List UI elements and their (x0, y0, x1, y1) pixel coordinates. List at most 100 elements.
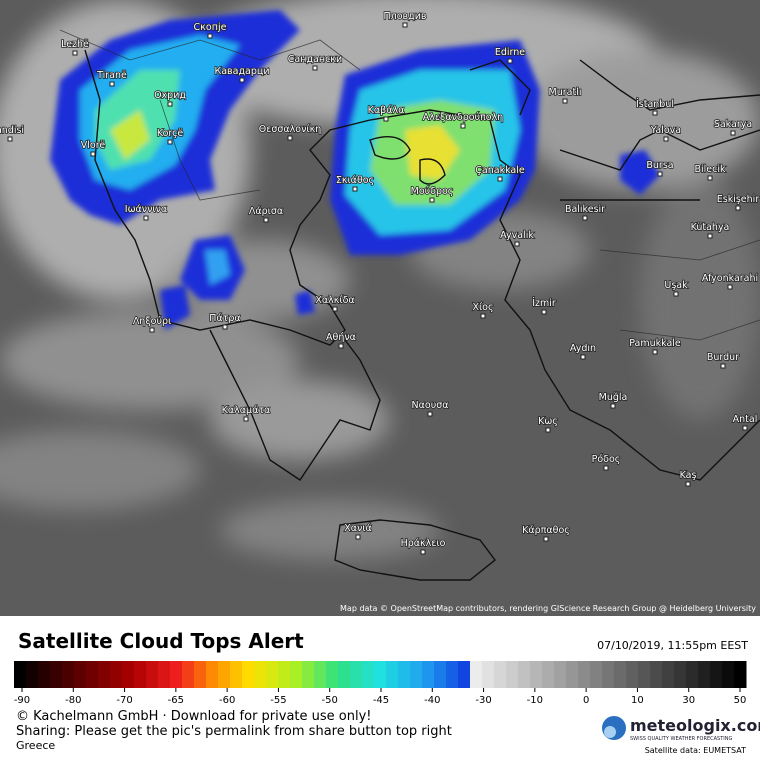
city-label: Сандански (288, 54, 342, 65)
city-label: Кавадарци (214, 66, 269, 77)
city-dot (402, 22, 408, 28)
color-swatch (14, 661, 27, 688)
city-dot (673, 291, 679, 297)
city-dot (582, 215, 588, 221)
color-swatch (122, 661, 135, 688)
city-dot (720, 363, 726, 369)
color-swatch (374, 661, 387, 688)
color-swatch (194, 661, 207, 688)
city-label: Çanakkale (475, 165, 525, 176)
city-dot (143, 215, 149, 221)
copyright: © Kachelmann GmbH · Download for private… (16, 709, 372, 724)
color-swatch (458, 661, 471, 688)
city-label: Ιωάννινα (125, 204, 167, 215)
city-label: andisi (0, 125, 24, 136)
legend-title: Satellite Cloud Tops Alert (18, 629, 304, 653)
city-label: Ηράκλειο (401, 538, 446, 549)
city-label: Sakarya (714, 119, 752, 130)
city-label: İzmir (532, 298, 556, 309)
color-swatch (602, 661, 615, 688)
city-label: Σκιάθος (336, 175, 374, 186)
city-dot (338, 343, 344, 349)
color-swatch (710, 661, 723, 688)
tick-label: -40 (424, 695, 440, 706)
city-label: Vlorë (81, 140, 106, 151)
city-label: Κάρπαθος (522, 525, 570, 536)
city-label: Ρόδος (592, 454, 621, 465)
tick-label: 10 (631, 695, 644, 706)
city-dot (663, 136, 669, 142)
city-dot (657, 171, 663, 177)
color-swatch (650, 661, 663, 688)
city-dot (167, 139, 173, 145)
color-bar (14, 661, 747, 688)
data-source: Satellite data: EUMETSAT (645, 746, 746, 755)
color-swatch (614, 661, 627, 688)
tick-label: -80 (65, 695, 81, 706)
city-dot (707, 175, 713, 181)
region: Greece (16, 739, 55, 752)
city-dot (562, 98, 568, 104)
city-dot (72, 50, 78, 56)
logo: meteologix.com SWISS QUALITY WEATHER FOR… (602, 716, 760, 742)
city-dot (545, 427, 551, 433)
color-swatch (146, 661, 159, 688)
city-label: Χαλκίδα (315, 295, 354, 306)
color-swatch (554, 661, 567, 688)
city-label: Afyonkarahi (702, 273, 758, 284)
city-dot (312, 65, 318, 71)
color-swatch (266, 661, 279, 688)
color-swatch (662, 661, 675, 688)
color-swatch (698, 661, 711, 688)
attribution: Map data © OpenStreetMap contributors, r… (340, 604, 756, 613)
city-label: Καβάλα (368, 105, 405, 116)
city-dot (167, 101, 173, 107)
color-swatch (446, 661, 459, 688)
logo-tagline: SWISS QUALITY WEATHER FORECASTING (630, 736, 732, 742)
city-label: Скопје (194, 22, 227, 33)
city-label: Pamukkale (629, 338, 681, 349)
color-swatch (398, 661, 411, 688)
city-dot (149, 327, 155, 333)
city-label: Tiranë (96, 70, 127, 81)
city-dot (263, 217, 269, 223)
city-label: Μούδρος (411, 186, 454, 197)
color-swatch (434, 661, 447, 688)
city-dot (207, 33, 213, 39)
city-dot (507, 58, 513, 64)
city-label: Burdur (707, 352, 739, 363)
color-swatch (734, 661, 747, 688)
tick-label: 30 (682, 695, 695, 706)
color-bar-ticks: -90 -80 -70 -65 -60 -55 -50 -45 -40 -30 -10 0 10 30 50 (14, 688, 746, 706)
color-swatch (110, 661, 123, 688)
city-label: Охрид (154, 90, 186, 101)
color-swatch (638, 661, 651, 688)
city-dot (497, 176, 503, 182)
city-dot (460, 123, 466, 129)
city-label: Bursa (646, 160, 673, 171)
city-dot (610, 403, 616, 409)
color-swatch (470, 661, 483, 688)
city-dot (332, 306, 338, 312)
city-dot (109, 81, 115, 87)
color-swatch (422, 661, 435, 688)
city-label: Muratlı (549, 87, 582, 98)
color-swatch (362, 661, 375, 688)
color-swatch (170, 661, 183, 688)
color-swatch (158, 661, 171, 688)
city-dot (427, 411, 433, 417)
city-dot (239, 77, 245, 83)
color-swatch (674, 661, 687, 688)
color-swatch (350, 661, 363, 688)
color-swatch (242, 661, 255, 688)
city-label: Bilecik (694, 164, 726, 175)
city-label: Edirne (495, 47, 525, 58)
tick-label: 0 (583, 695, 589, 706)
city-dot (352, 186, 358, 192)
city-label: Αλεξανδρούπολη (423, 112, 503, 123)
city-label: Kaş (680, 470, 697, 481)
city-dot (429, 197, 435, 203)
city-dot (707, 233, 713, 239)
city-dot (543, 536, 549, 542)
